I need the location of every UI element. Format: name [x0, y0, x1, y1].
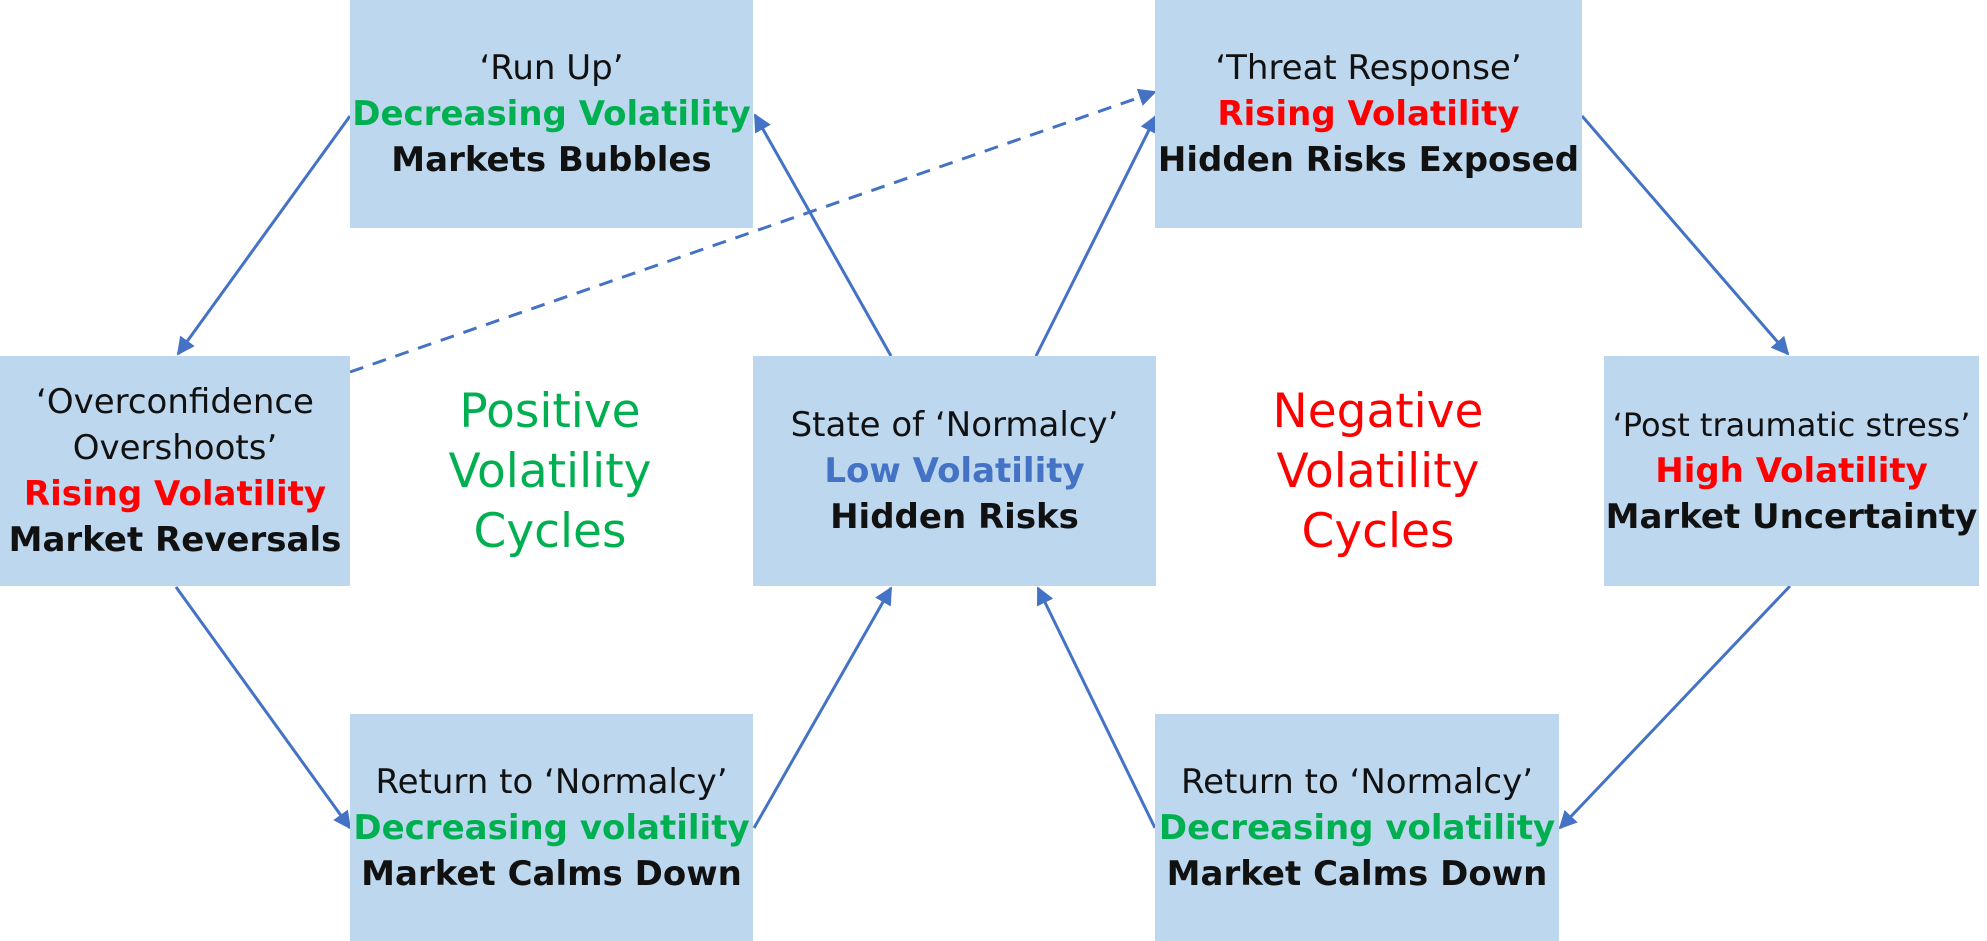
negative-cycles-label: Negative Volatility Cycles — [1258, 382, 1498, 562]
overconfidence-effect: Market Reversals — [8, 520, 342, 560]
arrow-post-traumatic-to-return-right — [1558, 584, 1792, 830]
normalcy-title: State of ‘Normalcy’ — [790, 405, 1119, 445]
post-traumatic-title: ‘Post traumatic stress’ — [1612, 406, 1971, 444]
box-return-normalcy-right: Return to ‘Normalcy’ Decreasing volatili… — [1155, 714, 1559, 941]
positive-label-line3: Cycles — [473, 504, 627, 559]
post-traumatic-effect: Market Uncertainty — [1605, 497, 1978, 537]
box-return-normalcy-left: Return to ‘Normalcy’ Decreasing volatili… — [350, 714, 753, 941]
arrow-normalcy-to-runup — [753, 113, 893, 357]
positive-cycles-label: Positive Volatility Cycles — [430, 382, 670, 562]
overconfidence-title-line1: ‘Overconfidence — [36, 382, 314, 422]
box-overconfidence: ‘Overconfidence Overshoots’ Rising Volat… — [0, 356, 350, 586]
return-left-volatility: Decreasing volatility — [353, 807, 750, 848]
return-left-effect: Market Calms Down — [361, 853, 742, 894]
overconfidence-title-line2: Overshoots’ — [72, 428, 278, 468]
normalcy-volatility: Low Volatility — [824, 451, 1085, 491]
arrow-runup-to-overconfidence — [176, 115, 352, 356]
positive-label-line2: Volatility — [448, 444, 652, 499]
threat-effect: Hidden Risks Exposed — [1157, 140, 1580, 180]
return-right-title: Return to ‘Normalcy’ — [1180, 761, 1534, 802]
box-post-traumatic-stress: ‘Post traumatic stress’ High Volatility … — [1604, 356, 1979, 586]
positive-label-line1: Positive — [459, 384, 641, 439]
return-right-volatility: Decreasing volatility — [1158, 807, 1556, 848]
negative-label-line2: Volatility — [1276, 444, 1480, 499]
threat-volatility: Rising Volatility — [1217, 94, 1520, 134]
arrow-return-right-to-normalcy — [1036, 586, 1157, 829]
arrow-return-left-to-normalcy — [752, 586, 893, 829]
threat-title: ‘Threat Response’ — [1215, 48, 1522, 88]
run-up-effect: Markets Bubbles — [391, 140, 712, 180]
negative-label-line1: Negative — [1272, 384, 1484, 439]
overconfidence-volatility: Rising Volatility — [23, 474, 327, 514]
box-threat-response: ‘Threat Response’ Rising Volatility Hidd… — [1155, 0, 1582, 228]
arrow-threat-to-post-traumatic — [1580, 115, 1790, 356]
box-run-up: ‘Run Up’ Decreasing Volatility Markets B… — [350, 0, 753, 228]
arrow-normalcy-to-threat — [1034, 114, 1158, 357]
post-traumatic-volatility: High Volatility — [1655, 451, 1928, 491]
box-state-of-normalcy: State of ‘Normalcy’ Low Volatility Hidde… — [753, 356, 1156, 586]
normalcy-effect: Hidden Risks — [830, 497, 1079, 537]
return-left-title: Return to ‘Normalcy’ — [375, 761, 728, 802]
run-up-title: ‘Run Up’ — [479, 48, 624, 88]
arrow-overconfidence-to-return-left — [174, 586, 352, 830]
return-right-effect: Market Calms Down — [1166, 853, 1548, 894]
negative-label-line3: Cycles — [1301, 504, 1455, 559]
run-up-volatility: Decreasing Volatility — [352, 94, 751, 134]
